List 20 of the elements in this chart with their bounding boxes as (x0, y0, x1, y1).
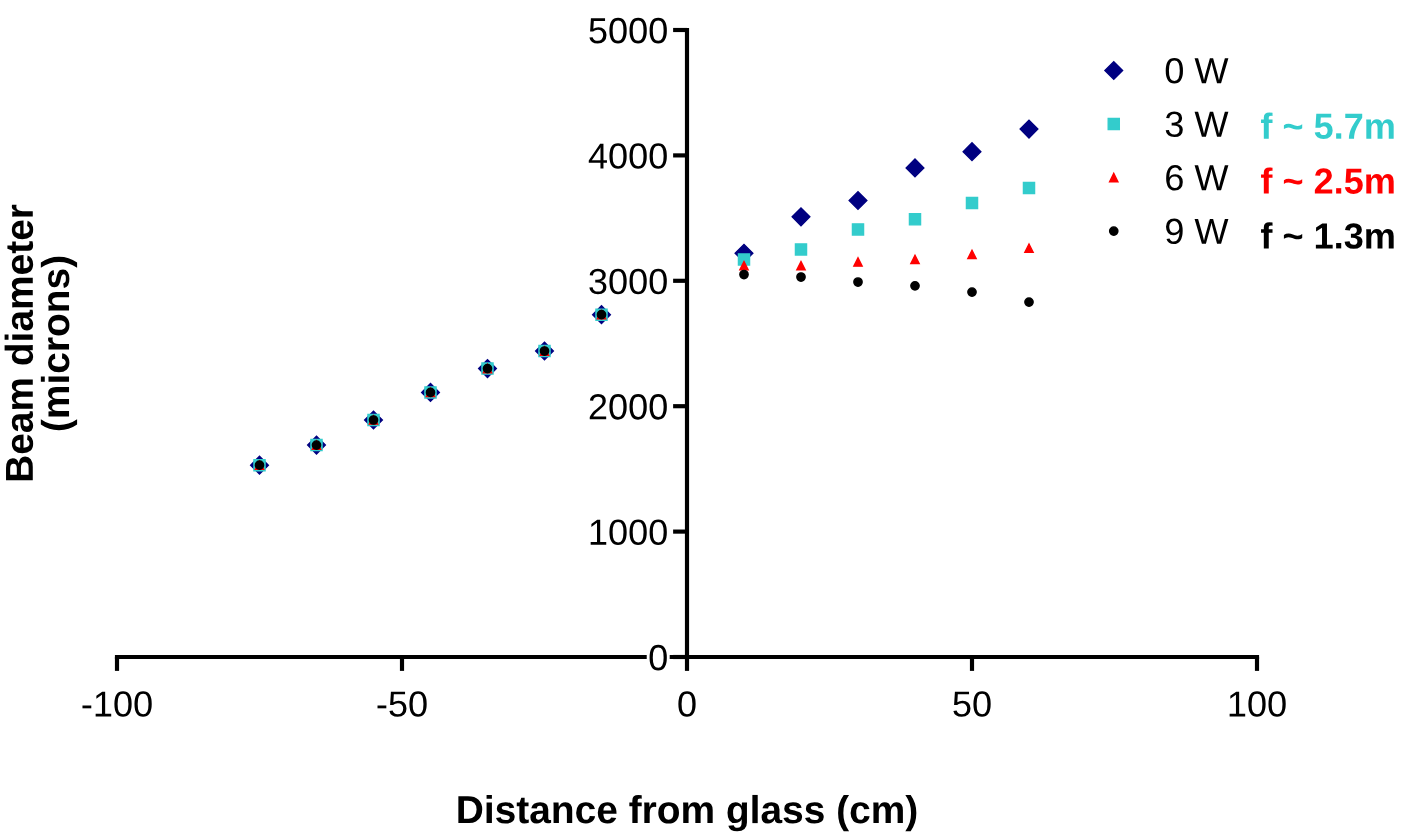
text: f ~ 1.3m (1261, 222, 1394, 249)
x-tick-label: -50 (377, 691, 427, 717)
legend-label: 9 W (1166, 218, 1229, 245)
x-tick-label: 50 (953, 691, 991, 717)
x-axis-title: Distance from glass (cm) (458, 794, 917, 832)
x-tick-label: -100 (82, 691, 152, 717)
legend-label: 0 W (1165, 57, 1229, 84)
y-tick-label: 2000 (589, 394, 667, 420)
y-axis-title: Beam diameter (microns) (4, 204, 78, 481)
y-tick-label: 3000 (589, 268, 667, 295)
y-tick-label: 1000 (590, 519, 667, 546)
y-tick-label: 5000 (589, 17, 667, 44)
x-tick-label: 0 (678, 691, 696, 717)
legend-label: 6 W (1166, 164, 1229, 191)
text: f ~ 5.7m (1261, 112, 1394, 140)
legend-label: 3 W (1165, 111, 1229, 138)
x-tick-label: 100 (1229, 691, 1286, 717)
y-tick-label: 4000 (588, 143, 667, 169)
text: f ~ 2.5m (1261, 167, 1394, 194)
y-tick-label: 0 (649, 644, 667, 671)
